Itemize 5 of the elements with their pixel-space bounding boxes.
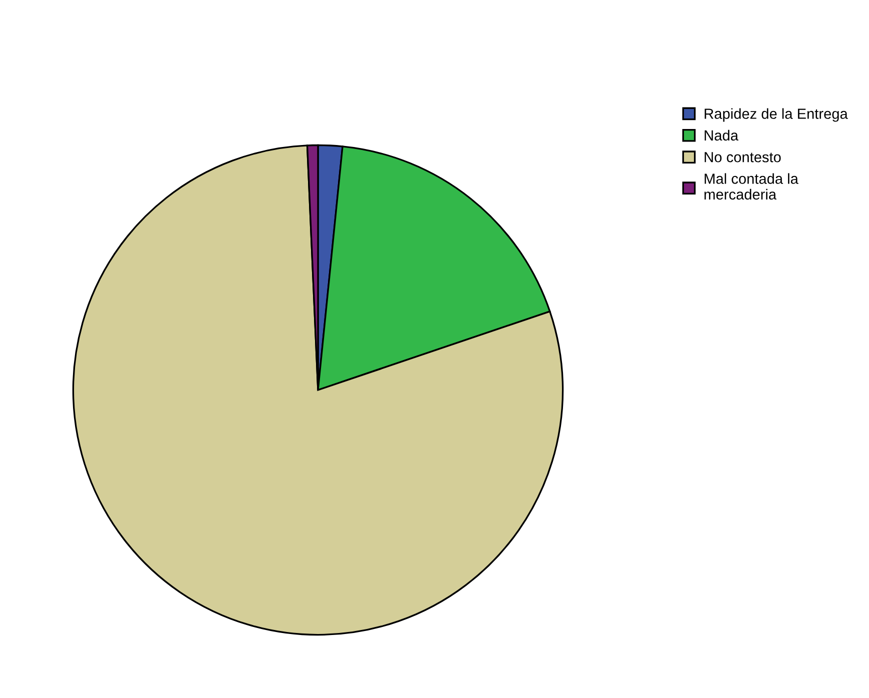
legend-label: No contesto [704, 152, 781, 162]
pie-slice [72, 144, 564, 636]
legend-label: Rapidez de la Entrega [704, 108, 848, 122]
legend-label: Nada [704, 130, 738, 141]
legend-label: Mal contada la mercaderia [704, 173, 798, 200]
